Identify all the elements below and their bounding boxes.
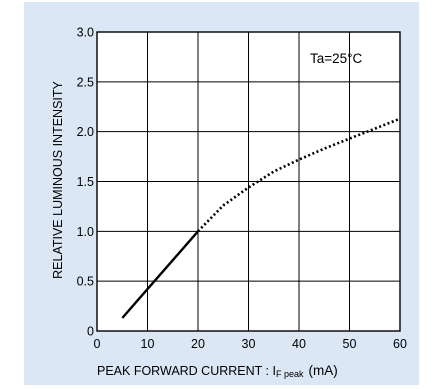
x-tick-label: 60	[393, 337, 407, 351]
chart-svg: 0 0.5 1.0 1.5 2.0 2.5 3.0 0 10 20 30 40 50 60 Ta=25°…	[51, 26, 407, 380]
x-axis-label-main: PEAK FORWARD CURRENT : I	[97, 364, 276, 378]
y-tick-label: 2.0	[77, 125, 94, 139]
y-tick-label: 0.5	[77, 275, 94, 289]
x-axis-label-subscript: F peak	[276, 369, 304, 379]
series-line-dotted	[197, 117, 401, 233]
x-tick-label: 0	[94, 337, 101, 351]
y-tick-label: 3.0	[77, 26, 94, 40]
x-tick-label: 50	[343, 337, 357, 351]
series-layer	[121, 117, 401, 319]
chart-figure: 0 0.5 1.0 1.5 2.0 2.5 3.0 0 10 20 30 40 50 60 Ta=25°…	[24, 2, 419, 385]
x-axis-label: PEAK FORWARD CURRENT : IF peak (mA)	[97, 363, 338, 379]
plot-frame	[96, 31, 401, 332]
y-tick-label: 0	[87, 325, 94, 339]
x-tick-label: 10	[141, 337, 155, 351]
x-tick-label: 20	[191, 337, 205, 351]
series-line-solid	[121, 230, 199, 319]
y-tick-label: 2.5	[77, 75, 94, 89]
y-axis-label: RELATIVE LUMINOUS INTENSITY	[51, 80, 65, 278]
annotation-temperature: Ta=25°C	[310, 51, 363, 66]
y-tick-labels: 0 0.5 1.0 1.5 2.0 2.5 3.0	[77, 26, 94, 339]
x-tick-label: 40	[292, 337, 306, 351]
y-tick-label: 1.5	[77, 175, 94, 189]
y-tick-label: 1.0	[77, 225, 94, 239]
x-tick-labels: 0 10 20 30 40 50 60	[94, 337, 407, 351]
x-tick-label: 30	[242, 337, 256, 351]
x-axis-label-unit: (mA)	[308, 363, 337, 378]
